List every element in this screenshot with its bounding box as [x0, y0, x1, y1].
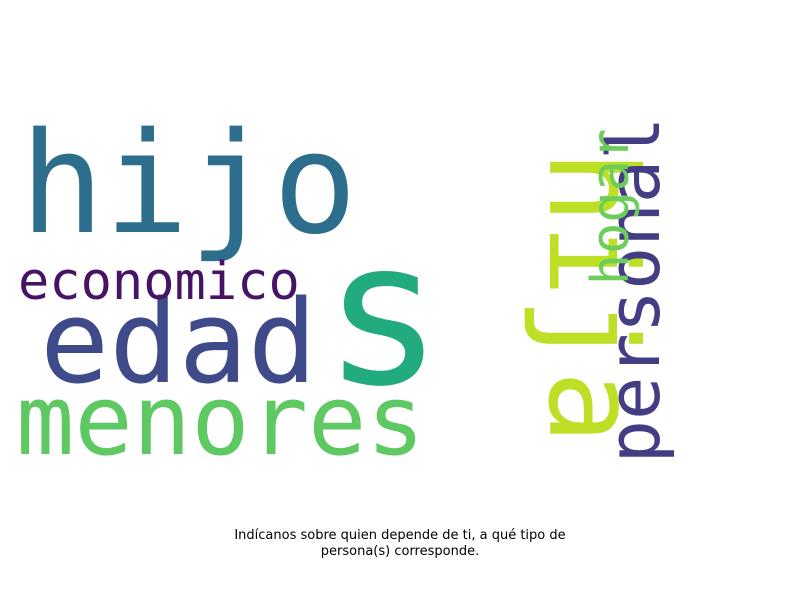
word-cloud: s hijo hija edad menores economico perso… [16, 103, 676, 477]
word-economico: economico [18, 252, 300, 312]
figure-caption: Indícanos sobre quien depende de ti, a q… [150, 528, 650, 560]
caption-line-2: persona(s) corresponde. [320, 544, 480, 559]
word-hogar: hogar [581, 129, 641, 286]
word-personal: personal [592, 117, 676, 464]
word-hijo: hijo [20, 103, 357, 266]
word-edad: edad [40, 276, 317, 410]
word-s: s [323, 198, 443, 431]
word-menores: menores [16, 364, 425, 477]
caption-line-1: Indícanos sobre quien depende de ti, a q… [234, 528, 566, 543]
word-hija: hija [521, 150, 663, 444]
